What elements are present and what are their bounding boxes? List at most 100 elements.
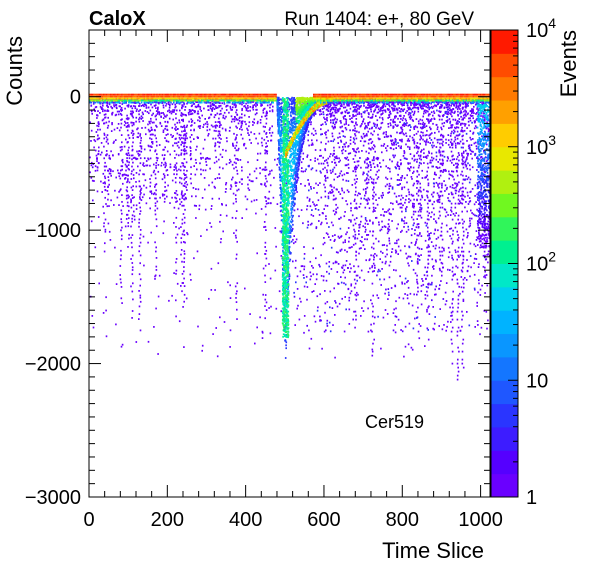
heatmap-cell <box>336 109 338 112</box>
heatmap-cell <box>138 150 140 153</box>
heatmap-cell <box>139 190 141 193</box>
heatmap-cell <box>182 113 185 116</box>
heatmap-cell <box>421 127 423 130</box>
heatmap-cell <box>394 154 396 157</box>
heatmap-cell <box>131 165 133 168</box>
heatmap-cell <box>358 233 360 236</box>
heatmap-cell <box>161 154 164 157</box>
heatmap-cell <box>470 115 473 117</box>
heatmap-cell <box>348 246 351 249</box>
heatmap-cell <box>165 139 168 142</box>
heatmap-cell <box>450 191 453 194</box>
heatmap-cell <box>371 182 374 184</box>
heatmap-cell <box>416 223 419 226</box>
heatmap-cell <box>469 200 472 202</box>
heatmap-cell <box>185 297 188 300</box>
heatmap-cell <box>158 112 161 115</box>
heatmap-cell <box>156 113 159 115</box>
heatmap-cell <box>94 106 97 109</box>
heatmap-cell <box>140 137 142 139</box>
heatmap-cell <box>213 108 216 110</box>
heatmap-cell <box>96 166 99 169</box>
heatmap-cell <box>184 130 186 132</box>
heatmap-cell <box>458 121 461 123</box>
heatmap-cell <box>319 265 321 268</box>
heatmap-cell <box>467 145 470 148</box>
heatmap-cell <box>193 122 196 124</box>
heatmap-cell <box>229 105 232 108</box>
heatmap-cell <box>405 208 407 211</box>
heatmap-cell <box>268 307 270 309</box>
heatmap-cell <box>413 112 416 115</box>
heatmap-cell <box>487 253 489 255</box>
heatmap-cell <box>394 284 396 287</box>
heatmap-cell <box>265 146 267 148</box>
heatmap-cell <box>388 191 391 194</box>
heatmap-cell <box>125 122 127 124</box>
heatmap-cell <box>397 165 399 167</box>
heatmap-cell <box>432 122 434 125</box>
heatmap-cell <box>363 140 366 143</box>
heatmap-cell <box>158 111 160 113</box>
heatmap-cell <box>297 177 300 179</box>
heatmap-cell <box>171 294 173 297</box>
heatmap-cell <box>269 172 271 175</box>
heatmap-cell <box>372 147 375 150</box>
heatmap-cell <box>324 175 326 178</box>
heatmap-cell <box>110 168 112 171</box>
heatmap-cell <box>356 148 358 151</box>
heatmap-cell <box>424 100 427 103</box>
heatmap-cell <box>369 161 372 164</box>
heatmap-cell <box>394 121 396 124</box>
heatmap-cell <box>364 161 366 164</box>
heatmap-cell <box>169 163 172 166</box>
heatmap-cell <box>329 169 332 172</box>
heatmap-cell <box>334 110 336 113</box>
heatmap-cell <box>482 100 484 103</box>
heatmap-cell <box>105 140 108 143</box>
heatmap-cell <box>462 103 465 105</box>
heatmap-cell <box>459 108 461 110</box>
heatmap-cell <box>143 264 145 267</box>
heatmap-cell <box>330 114 332 117</box>
heatmap-cell <box>193 165 195 167</box>
heatmap-cell <box>409 292 412 295</box>
heatmap-cell <box>298 215 300 218</box>
heatmap-cell <box>164 190 166 192</box>
heatmap-cell <box>138 110 140 113</box>
heatmap-cell <box>341 174 344 177</box>
heatmap-cell <box>328 265 330 268</box>
heatmap-cell <box>135 341 138 343</box>
heatmap-cell <box>155 107 157 109</box>
heatmap-cell <box>182 184 185 187</box>
heatmap-cell <box>96 160 98 162</box>
heatmap-cell <box>463 220 465 223</box>
heatmap-cell <box>487 250 490 253</box>
heatmap-cell <box>168 111 171 114</box>
heatmap-cell <box>432 266 434 268</box>
heatmap-cell <box>325 177 327 179</box>
heatmap-cell <box>91 315 94 317</box>
heatmap-cell <box>226 140 228 143</box>
heatmap-cell <box>275 307 278 310</box>
heatmap-cell <box>235 111 237 114</box>
heatmap-cell <box>386 253 388 256</box>
heatmap-cell <box>363 160 366 163</box>
heatmap-cell <box>301 265 304 267</box>
heatmap-cell <box>234 147 236 149</box>
heatmap-cell <box>444 208 447 211</box>
heatmap-cell <box>467 234 469 237</box>
heatmap-cell <box>116 110 119 113</box>
heatmap-cell <box>234 182 237 185</box>
heatmap-cell <box>360 166 362 169</box>
heatmap-cell <box>422 188 425 191</box>
heatmap-cell <box>415 311 418 313</box>
heatmap-cell <box>188 110 191 113</box>
heatmap-cell <box>150 129 153 131</box>
heatmap-cell <box>347 145 350 147</box>
heatmap-cell <box>131 317 133 319</box>
heatmap-cell <box>180 149 183 152</box>
heatmap-cell <box>364 179 366 182</box>
heatmap-cell <box>388 294 390 296</box>
heatmap-cell <box>431 281 433 284</box>
